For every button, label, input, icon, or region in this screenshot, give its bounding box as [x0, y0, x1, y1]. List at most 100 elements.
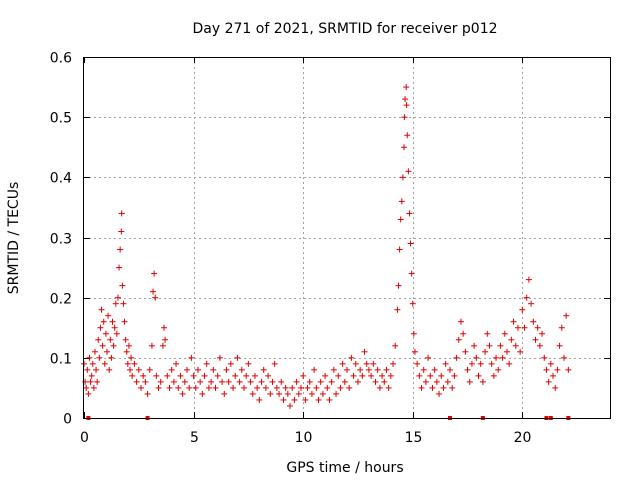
- y-tick-label: 0.4: [50, 171, 72, 187]
- data-point: [108, 354, 115, 361]
- data-point: [556, 342, 563, 349]
- data-point: [328, 378, 335, 385]
- data-point: [146, 366, 153, 373]
- data-point: [530, 318, 537, 325]
- data-point: [128, 354, 135, 361]
- data-point: [179, 390, 186, 397]
- y-tick-label: 0: [63, 412, 72, 428]
- data-point: [322, 372, 329, 379]
- data-point: [554, 366, 561, 373]
- data-point: [532, 336, 539, 343]
- data-point: [479, 378, 486, 385]
- data-point: [486, 342, 493, 349]
- data-point: [335, 372, 342, 379]
- data-point: [438, 372, 445, 379]
- y-tick-label: 0.6: [50, 51, 72, 67]
- data-point: [105, 312, 112, 319]
- data-point: [98, 306, 105, 313]
- data-point: [95, 336, 102, 343]
- data-point: [232, 372, 239, 379]
- chart-title: Day 271 of 2021, SRMTID for receiver p01…: [192, 21, 497, 37]
- data-point: [148, 342, 155, 349]
- data-point: [102, 330, 109, 337]
- axis-ticks: 0 5 10 15 20 0 0.1 0.2 0.3 0.4 0.5 0.6: [50, 51, 610, 446]
- data-point: [521, 324, 528, 331]
- data-point: [379, 372, 386, 379]
- data-point: [93, 366, 100, 373]
- data-point: [563, 312, 570, 319]
- data-point: [475, 372, 482, 379]
- x-tick-label: 15: [405, 430, 423, 446]
- data-point: [106, 366, 113, 373]
- data-point: [166, 384, 173, 391]
- data-point: [120, 300, 127, 307]
- data-point: [311, 366, 318, 373]
- data-point: [243, 372, 250, 379]
- data-point: [162, 336, 169, 343]
- data-point: [346, 384, 353, 391]
- data-point: [110, 342, 117, 349]
- data-point: [278, 378, 285, 385]
- data-point: [333, 390, 340, 397]
- data-point: [455, 336, 462, 343]
- data-point: [330, 366, 337, 373]
- data-point: [363, 360, 370, 367]
- data-point: [534, 324, 541, 331]
- data-point: [249, 390, 256, 397]
- data-point: [85, 390, 92, 397]
- data-point: [400, 144, 407, 151]
- data-point: [137, 384, 144, 391]
- data-point: [152, 294, 159, 301]
- data-point: [422, 378, 429, 385]
- data-point: [164, 372, 171, 379]
- data-point: [86, 354, 93, 361]
- data-point: [442, 360, 449, 367]
- data-point: [135, 366, 142, 373]
- y-tick-label: 0.3: [50, 232, 72, 248]
- data-point: [313, 384, 320, 391]
- data-point: [427, 372, 434, 379]
- data-point: [131, 360, 138, 367]
- data-point: [464, 366, 471, 373]
- data-point: [197, 378, 204, 385]
- data-point: [460, 330, 467, 337]
- data-point: [503, 348, 510, 355]
- data-point: [383, 366, 390, 373]
- data-point: [214, 372, 221, 379]
- data-point: [258, 378, 265, 385]
- data-point: [402, 96, 409, 103]
- data-point: [468, 360, 475, 367]
- data-point: [216, 354, 223, 361]
- data-point: [354, 378, 361, 385]
- data-series: [81, 84, 572, 420]
- data-point: [119, 282, 126, 289]
- data-point: [405, 168, 412, 175]
- data-point: [536, 342, 543, 349]
- data-point: [499, 354, 506, 361]
- data-point: [291, 396, 298, 403]
- data-point: [406, 210, 413, 217]
- data-point: [404, 132, 411, 139]
- data-point: [484, 330, 491, 337]
- data-point: [302, 396, 309, 403]
- data-point: [407, 240, 414, 247]
- data-point: [416, 372, 423, 379]
- data-point: [449, 384, 456, 391]
- data-point: [212, 384, 219, 391]
- data-point: [118, 210, 125, 217]
- data-point: [341, 378, 348, 385]
- data-point: [140, 372, 147, 379]
- data-point: [159, 342, 166, 349]
- data-point: [260, 366, 267, 373]
- grid-lines: [84, 57, 610, 418]
- data-point: [84, 366, 91, 373]
- data-point: [401, 114, 408, 121]
- data-point: [495, 366, 502, 373]
- data-point: [418, 384, 425, 391]
- data-point: [497, 342, 504, 349]
- data-point: [225, 378, 232, 385]
- data-point: [175, 384, 182, 391]
- data-point: [107, 336, 114, 343]
- data-point: [370, 360, 377, 367]
